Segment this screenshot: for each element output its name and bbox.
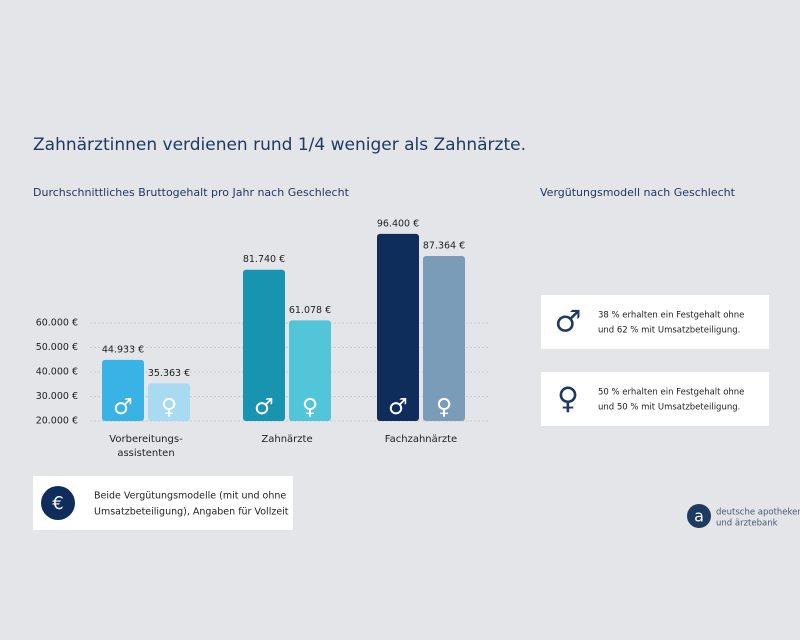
panel-text: 50 % erhalten ein Festgehalt ohne (598, 388, 744, 398)
bar-symbol: ♂ (388, 395, 408, 420)
logo-letter: a (694, 507, 704, 526)
value-label: 44.933 € (102, 344, 144, 355)
panel-text: 38 % erhalten ein Festgehalt ohne (598, 311, 744, 321)
panel-icon: ♀ (557, 382, 579, 417)
panel-icon: ♂ (555, 305, 582, 340)
chart-title: Zahnärztinnen verdienen rund 1/4 weniger… (33, 135, 526, 155)
bar (289, 320, 331, 421)
y-tick-label: 60.000 € (36, 318, 78, 329)
note-text: Beide Vergütungsmodelle (mit und ohne (94, 491, 286, 502)
logo-mark (687, 504, 711, 528)
panel-text: und 62 % mit Umsatzbeteiligung. (598, 326, 740, 336)
logo-text: deutsche apotheker- (716, 508, 800, 518)
y-tick-label: 40.000 € (36, 367, 78, 378)
note-icon-text: € (52, 493, 63, 514)
bar (423, 255, 465, 421)
x-tick-label: Zahnärzte (261, 434, 313, 445)
value-label: 81.740 € (243, 254, 285, 265)
value-label: 87.364 € (423, 240, 465, 251)
logo-text: und ärztebank (716, 519, 778, 529)
note-icon (41, 486, 75, 520)
value-label: 96.400 € (377, 218, 419, 229)
panel (541, 295, 769, 349)
bar-symbol: ♀ (302, 395, 318, 420)
bar (102, 359, 144, 421)
bar-symbol: ♀ (161, 395, 177, 420)
x-tick-label: Vorbereitungs- assistenten (109, 434, 183, 459)
chart-subtitle: Durchschnittliches Bruttogehalt pro Jahr… (33, 186, 350, 199)
note-box (33, 476, 293, 530)
y-tick-label: 30.000 € (36, 391, 78, 402)
bar (377, 233, 419, 421)
bar (148, 383, 190, 421)
bar-symbol: ♂ (113, 395, 133, 420)
side-title: Vergütungsmodell nach Geschlecht (540, 186, 736, 199)
value-label: 61.078 € (289, 305, 331, 316)
x-tick-label: Fachzahnärzte (384, 434, 458, 445)
bar (243, 269, 285, 421)
y-tick-label: 20.000 € (36, 416, 78, 427)
value-label: 35.363 € (148, 368, 190, 379)
panel (541, 372, 769, 426)
bar-symbol: ♂ (254, 395, 274, 420)
bar-symbol: ♀ (436, 395, 452, 420)
note-text: Umsatzbeteiligung), Angaben für Vollzeit (94, 507, 289, 518)
panel-text: und 50 % mit Umsatzbeteiligung. (598, 403, 740, 413)
y-tick-label: 50.000 € (36, 342, 78, 353)
